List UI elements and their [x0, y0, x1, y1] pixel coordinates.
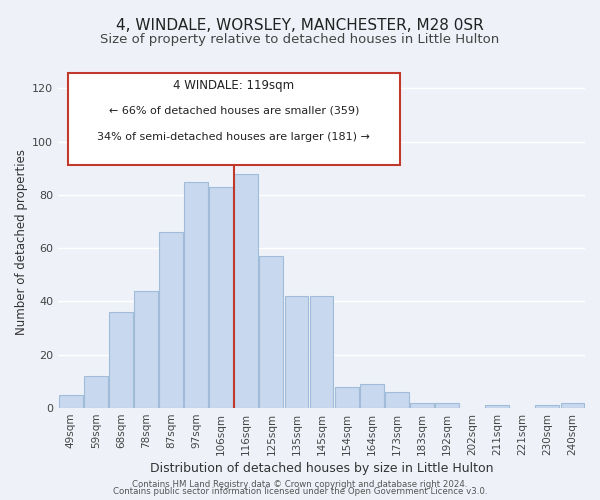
Bar [284, 296, 308, 408]
Bar [259, 256, 283, 408]
Text: Contains public sector information licensed under the Open Government Licence v3: Contains public sector information licen… [113, 487, 487, 496]
Bar [109, 312, 133, 408]
Bar [134, 291, 158, 408]
Bar [485, 406, 509, 408]
Text: 34% of semi-detached houses are larger (181) →: 34% of semi-detached houses are larger (… [97, 132, 370, 142]
Text: Contains HM Land Registry data © Crown copyright and database right 2024.: Contains HM Land Registry data © Crown c… [132, 480, 468, 489]
Bar [535, 406, 559, 408]
X-axis label: Distribution of detached houses by size in Little Hulton: Distribution of detached houses by size … [150, 462, 493, 475]
Bar [385, 392, 409, 408]
Bar [560, 402, 584, 408]
Bar [235, 174, 258, 408]
Bar [84, 376, 108, 408]
Bar [310, 296, 334, 408]
Bar [360, 384, 383, 408]
Bar [59, 394, 83, 408]
Bar [410, 402, 434, 408]
Bar [435, 402, 459, 408]
Bar [184, 182, 208, 408]
Text: 4, WINDALE, WORSLEY, MANCHESTER, M28 0SR: 4, WINDALE, WORSLEY, MANCHESTER, M28 0SR [116, 18, 484, 32]
Text: Size of property relative to detached houses in Little Hulton: Size of property relative to detached ho… [100, 32, 500, 46]
Y-axis label: Number of detached properties: Number of detached properties [15, 148, 28, 334]
Bar [159, 232, 183, 408]
Text: ← 66% of detached houses are smaller (359): ← 66% of detached houses are smaller (35… [109, 106, 359, 116]
Text: 4 WINDALE: 119sqm: 4 WINDALE: 119sqm [173, 79, 295, 92]
Bar [209, 187, 233, 408]
Bar [335, 387, 359, 408]
